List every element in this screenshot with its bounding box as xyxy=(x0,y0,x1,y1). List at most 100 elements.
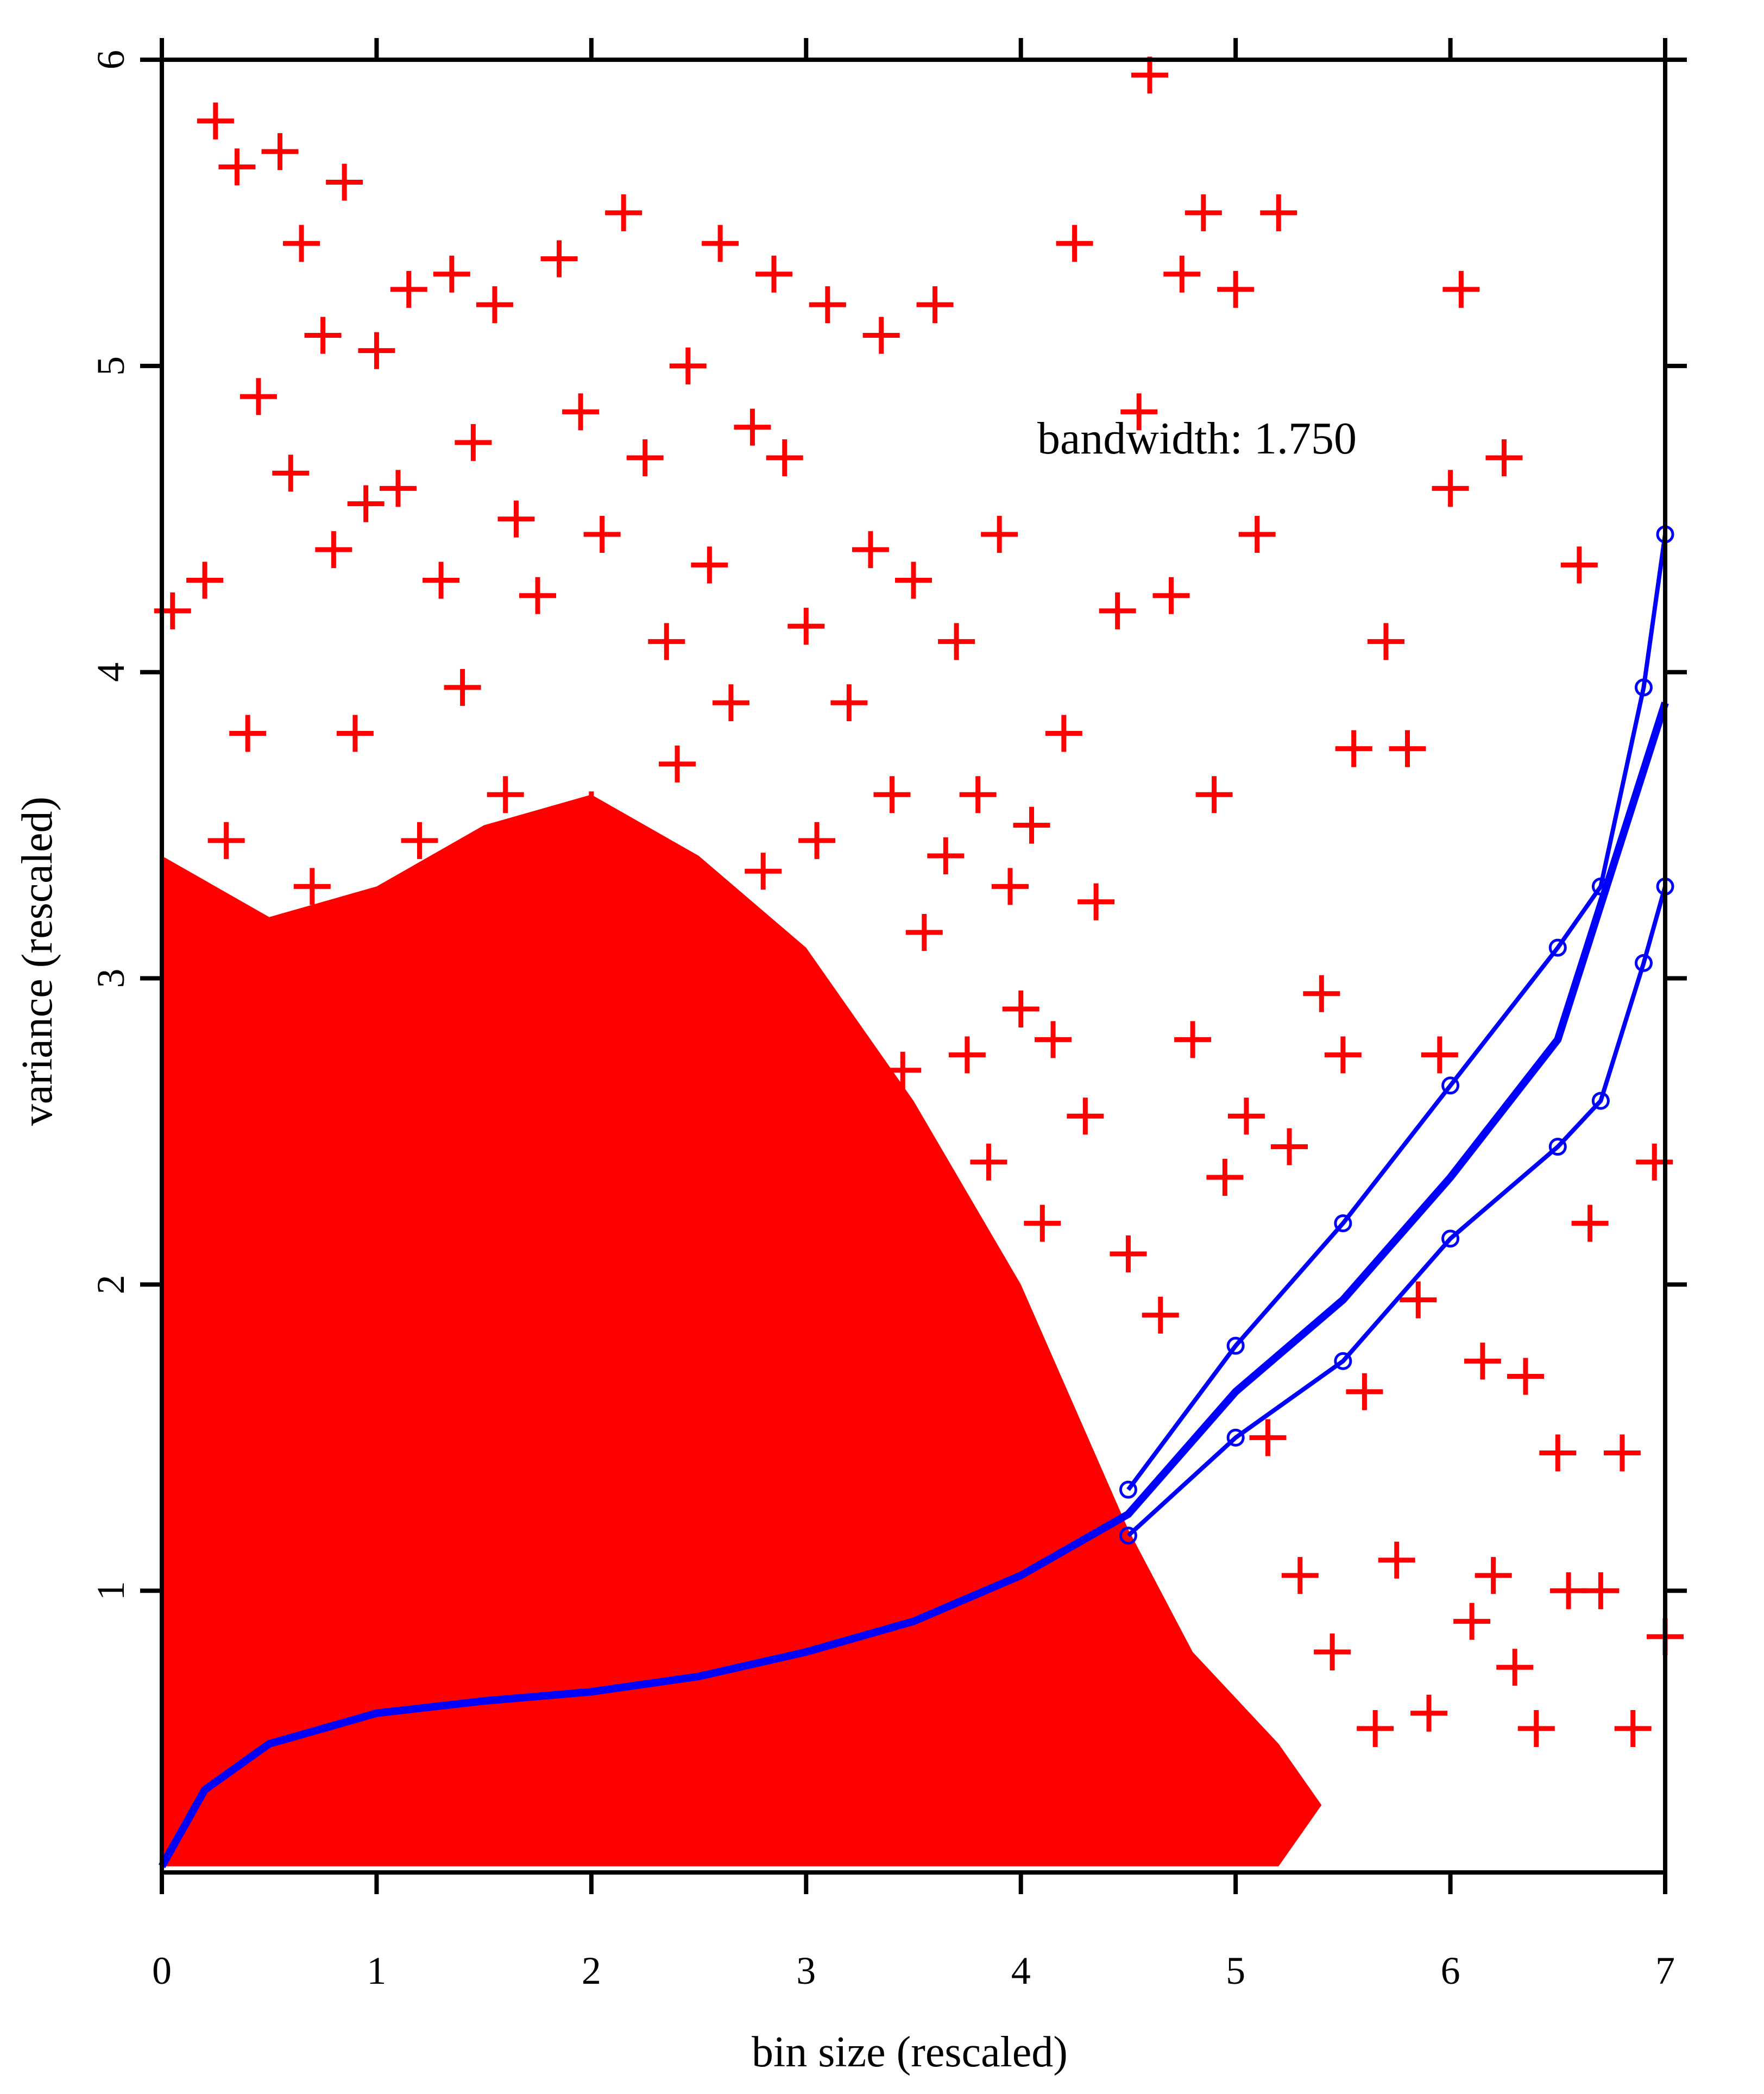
data-point-plus xyxy=(572,791,610,829)
data-point-plus xyxy=(1475,1557,1512,1594)
data-point-plus xyxy=(1539,1434,1577,1472)
dense-point-cloud xyxy=(162,794,1322,1866)
y-tick-label: 6 xyxy=(89,50,133,70)
y-axis-title: variance (rescaled) xyxy=(14,797,61,1126)
data-point-plus xyxy=(369,913,406,951)
data-point-plus xyxy=(1067,1098,1104,1135)
data-point-plus xyxy=(970,1143,1007,1181)
data-point-plus xyxy=(433,255,470,293)
x-tick-label: 0 xyxy=(152,1949,172,1992)
data-point-plus xyxy=(1260,194,1297,231)
data-point-plus xyxy=(1238,515,1276,553)
data-point-plus xyxy=(1271,1128,1308,1165)
data-point-plus xyxy=(659,745,696,783)
data-point-plus xyxy=(293,868,331,905)
data-point-plus xyxy=(981,515,1018,553)
data-point-plus xyxy=(1346,1373,1383,1410)
plot-frame xyxy=(160,58,1667,1875)
data-point-plus xyxy=(723,1098,760,1135)
data-point-plus xyxy=(1174,1021,1212,1058)
y-tick-label: 2 xyxy=(89,1275,133,1294)
data-point-plus xyxy=(229,715,267,752)
data-point-plus xyxy=(423,562,460,599)
data-point-plus xyxy=(583,515,621,553)
data-point-plus xyxy=(927,837,965,875)
data-point-plus xyxy=(476,286,513,324)
data-point-plus xyxy=(379,470,417,507)
data-point-plus xyxy=(895,562,932,599)
bandwidth-annotation: bandwidth: 1.750 xyxy=(1037,413,1357,464)
band-marker xyxy=(1591,1092,1610,1110)
data-point-plus xyxy=(1314,1633,1351,1671)
upper-band-curve xyxy=(1126,534,1667,1491)
data-point-plus xyxy=(207,822,245,859)
band-marker xyxy=(1226,1336,1245,1355)
data-point-plus xyxy=(959,776,997,813)
x-tick-label: 4 xyxy=(1011,1949,1031,1992)
data-point-plus xyxy=(169,1174,206,1212)
x-axis-title: bin size (rescaled) xyxy=(752,2028,1068,2076)
data-point-plus xyxy=(809,286,846,324)
band-marker xyxy=(1548,938,1567,957)
data-point-plus xyxy=(154,592,191,629)
data-point-plus xyxy=(1324,1036,1362,1074)
y-tick-label: 3 xyxy=(89,969,133,988)
data-point-plus xyxy=(1550,1572,1587,1610)
data-point-plus xyxy=(1142,1296,1179,1334)
data-point-plus xyxy=(1035,1021,1072,1058)
data-point-plus xyxy=(852,531,889,569)
data-point-plus xyxy=(1045,715,1082,752)
data-point-plus xyxy=(326,163,363,201)
data-point-plus xyxy=(487,776,524,813)
band-marker xyxy=(1334,1214,1352,1233)
data-point-plus xyxy=(884,1051,922,1089)
data-point-plus xyxy=(1367,623,1404,660)
data-point-plus xyxy=(1614,1710,1652,1747)
data-point-plus xyxy=(1249,1419,1287,1456)
fit-curve xyxy=(158,701,1669,1869)
band-marker xyxy=(1226,1428,1245,1447)
data-point-plus xyxy=(1217,270,1255,308)
band-marker xyxy=(1441,1076,1460,1095)
data-point-plus xyxy=(745,853,782,890)
data-point-plus xyxy=(777,960,814,997)
data-point-plus xyxy=(1485,439,1523,477)
data-point-plus xyxy=(1464,1342,1501,1380)
y-tick-label: 5 xyxy=(89,356,133,376)
data-point-plus xyxy=(1120,393,1158,431)
data-point-plus xyxy=(948,1036,986,1074)
data-point-plus xyxy=(540,240,578,277)
data-point-plus xyxy=(788,608,825,645)
data-point-plus xyxy=(465,990,503,1027)
band-marker xyxy=(1634,954,1653,972)
data-point-plus xyxy=(755,255,792,293)
data-point-plus xyxy=(401,822,438,859)
data-point-plus xyxy=(1013,806,1050,844)
x-tick-label: 1 xyxy=(367,1949,386,1992)
band-marker xyxy=(1634,678,1653,697)
x-tick-label: 7 xyxy=(1655,1949,1675,1992)
data-point-plus xyxy=(1517,1710,1555,1747)
data-point-plus xyxy=(1335,730,1372,767)
data-point-plus xyxy=(798,822,836,859)
data-point-plus xyxy=(637,1006,675,1043)
data-point-plus xyxy=(1357,1710,1394,1747)
data-point-plus xyxy=(1603,1434,1641,1472)
data-point-plus xyxy=(862,317,900,354)
data-point-plus xyxy=(1206,1159,1244,1196)
data-point-plus xyxy=(444,668,481,706)
data-point-plus xyxy=(1110,1235,1147,1273)
band-marker xyxy=(1441,1229,1460,1248)
data-point-plus xyxy=(841,1128,879,1165)
data-point-plus xyxy=(905,913,943,951)
data-point-plus xyxy=(240,378,277,415)
data-point-plus xyxy=(1389,730,1426,767)
data-point-plus xyxy=(250,1051,288,1089)
data-point-plus xyxy=(669,347,707,384)
data-point-plus xyxy=(1163,255,1201,293)
data-point-plus xyxy=(1024,1204,1061,1242)
data-point-plus xyxy=(1152,577,1190,614)
data-point-plus xyxy=(626,439,664,477)
data-point-plus xyxy=(1442,270,1480,308)
data-point-plus xyxy=(648,623,685,660)
